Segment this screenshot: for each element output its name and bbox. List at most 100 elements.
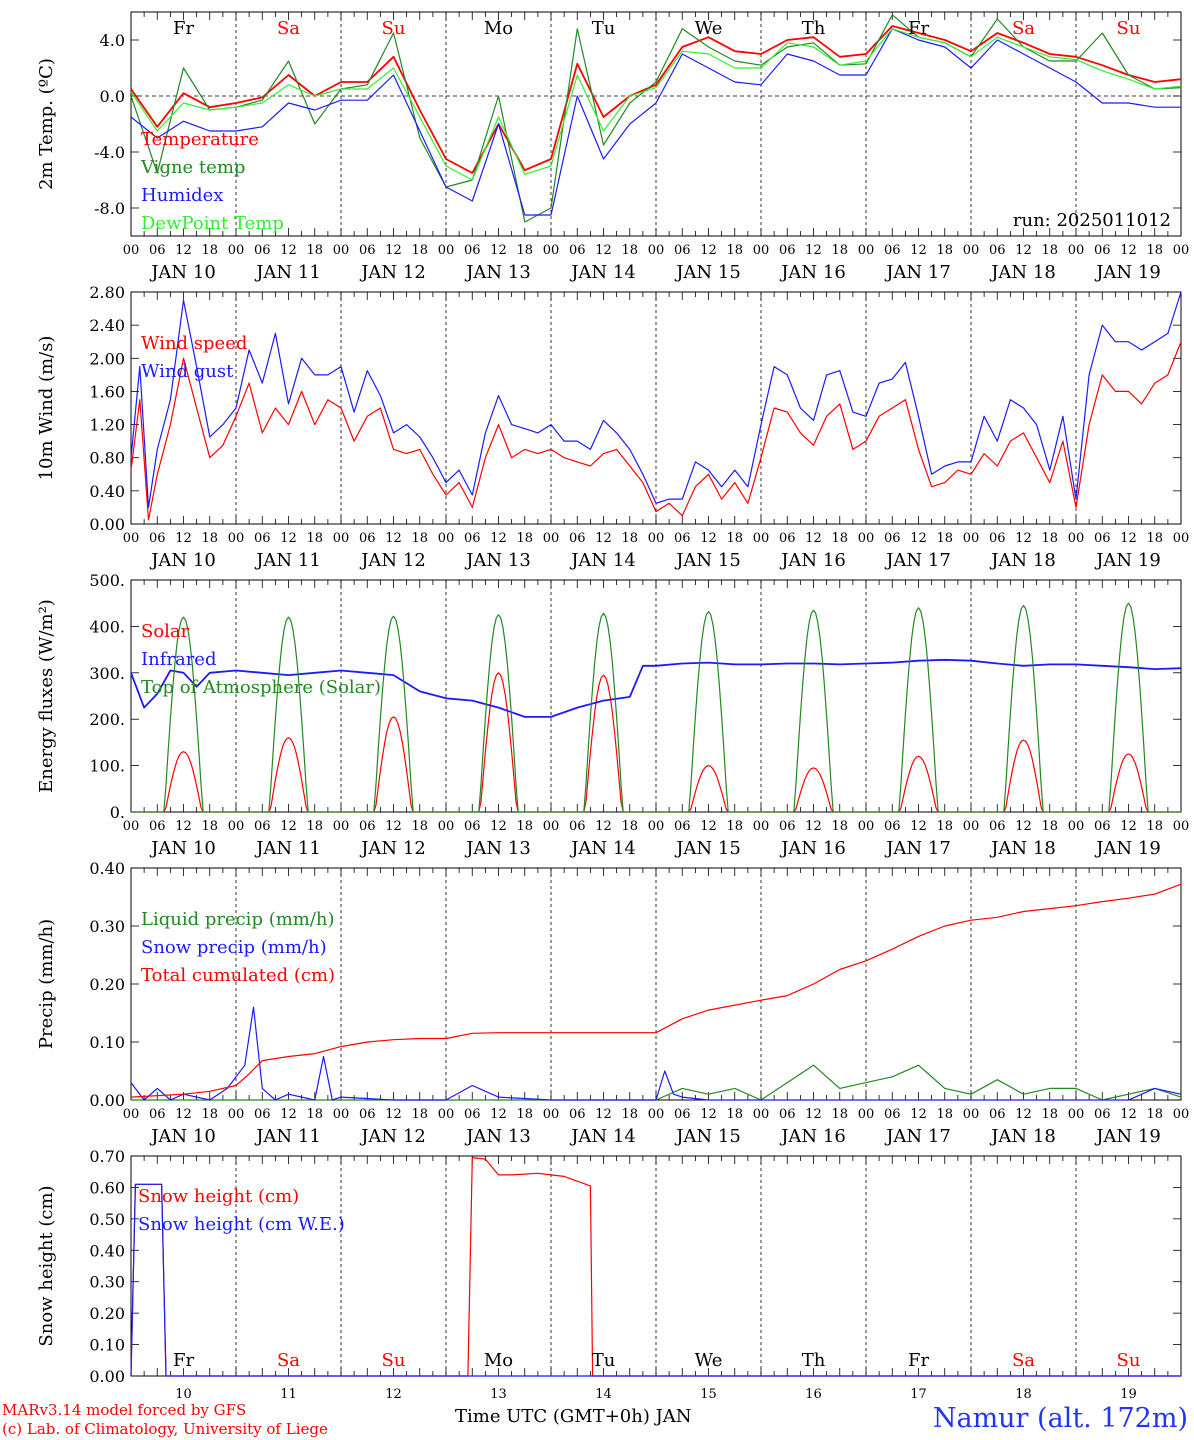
weekday-label: Sa — [277, 1350, 300, 1371]
hour-tick-label: 00 — [1068, 819, 1085, 834]
date-label: JAN 12 — [359, 550, 426, 571]
date-label: JAN 13 — [464, 838, 531, 859]
day-number-label: 11 — [280, 1387, 297, 1402]
hour-tick-label: 12 — [595, 1107, 612, 1122]
hour-tick-label: 18 — [306, 1107, 323, 1122]
hour-tick-label: 00 — [228, 531, 245, 546]
y-tick-label: 300. — [89, 664, 125, 683]
hour-tick-label: 00 — [858, 819, 875, 834]
date-label: JAN 18 — [989, 550, 1056, 571]
y-tick-label: 500. — [89, 571, 125, 590]
hour-tick-label: 06 — [149, 1107, 166, 1122]
hour-tick-label: 12 — [385, 1107, 402, 1122]
y-tick-label: 0.40 — [89, 1241, 125, 1260]
hour-tick-label: 18 — [621, 819, 638, 834]
weekday-label: Su — [1117, 18, 1141, 39]
hour-tick-label: 00 — [543, 819, 560, 834]
hour-tick-label: 00 — [333, 1107, 350, 1122]
weekday-label: Fr — [908, 1350, 929, 1371]
y-tick-label: 2.00 — [89, 349, 125, 368]
date-label: JAN 15 — [674, 550, 741, 571]
hour-tick-label: 18 — [831, 531, 848, 546]
hour-tick-label: 00 — [438, 243, 455, 258]
legend-entry: Humidex — [141, 185, 223, 206]
y-tick-label: 1.20 — [89, 416, 125, 435]
hour-tick-label: 00 — [228, 1107, 245, 1122]
y-tick-label: 2.40 — [89, 316, 125, 335]
hour-tick-label: 06 — [254, 531, 271, 546]
hour-tick-label: 18 — [516, 819, 533, 834]
hour-tick-label: 12 — [1015, 1107, 1032, 1122]
date-label: JAN 14 — [569, 262, 636, 283]
date-label: JAN 11 — [254, 1126, 321, 1147]
hour-tick-label: 18 — [1041, 243, 1058, 258]
hour-tick-label: 18 — [201, 819, 218, 834]
hour-tick-label: 12 — [1015, 819, 1032, 834]
hour-tick-label: 18 — [516, 243, 533, 258]
weekday-label: Fr — [173, 18, 194, 39]
hour-tick-label: 06 — [359, 531, 376, 546]
hour-tick-label: 06 — [149, 531, 166, 546]
legend-entry: Snow height (cm W.E.) — [138, 1214, 345, 1235]
y-tick-label: -8.0 — [94, 199, 125, 218]
hour-tick-label: 06 — [989, 243, 1006, 258]
hour-tick-label: 12 — [1120, 531, 1137, 546]
hour-tick-label: 18 — [1146, 819, 1163, 834]
hour-tick-label: 06 — [1094, 819, 1111, 834]
hour-tick-label: 18 — [306, 531, 323, 546]
hour-tick-label: 18 — [516, 1107, 533, 1122]
hour-tick-label: 06 — [674, 531, 691, 546]
hour-tick-label: 12 — [490, 819, 507, 834]
hour-tick-label: 00 — [1068, 1107, 1085, 1122]
hour-tick-label: 18 — [936, 531, 953, 546]
date-label: JAN 15 — [674, 838, 741, 859]
y-tick-label: 0.00 — [89, 1367, 125, 1386]
weekday-label: Su — [382, 18, 406, 39]
hour-tick-label: 00 — [648, 531, 665, 546]
date-label: JAN 18 — [989, 1126, 1056, 1147]
date-label: JAN 10 — [149, 838, 216, 859]
hour-tick-label: 12 — [595, 531, 612, 546]
y-tick-label: 0.20 — [89, 975, 125, 994]
hour-tick-label: 00 — [543, 531, 560, 546]
hour-tick-label: 12 — [805, 1107, 822, 1122]
hour-tick-label: 12 — [700, 243, 717, 258]
legend-entry: Wind speed — [141, 333, 247, 354]
weekday-label: Mo — [484, 18, 513, 39]
hour-tick-label: 06 — [884, 819, 901, 834]
hour-tick-label: 00 — [228, 243, 245, 258]
weekday-label: Sa — [277, 18, 300, 39]
date-label: JAN 17 — [884, 838, 951, 859]
date-label: JAN 18 — [989, 838, 1056, 859]
hour-tick-label: 06 — [884, 531, 901, 546]
legend-entry: Wind gust — [141, 361, 234, 382]
legend-entry: Top of Atmosphere (Solar) — [141, 677, 381, 698]
day-number-label: 14 — [595, 1387, 612, 1402]
chart-panel-3: 500. 400. 300. 200. 100. 0. Energy fluxes (W/m… — [36, 571, 1189, 859]
hour-tick-label: 00 — [1173, 1107, 1190, 1122]
hour-tick-label: 18 — [621, 1107, 638, 1122]
hour-tick-label: 00 — [753, 531, 770, 546]
day-number-label: 19 — [1120, 1387, 1137, 1402]
date-label: JAN 16 — [779, 550, 846, 571]
hour-tick-label: 06 — [464, 243, 481, 258]
y-tick-label: 200. — [89, 710, 125, 729]
y-axis-label: 2m Temp. (ºC) — [36, 58, 57, 190]
hour-tick-label: 12 — [805, 243, 822, 258]
y-tick-label: 0.10 — [89, 1336, 125, 1355]
legend-entry: Snow height (cm) — [138, 1186, 299, 1207]
hour-tick-label: 00 — [438, 531, 455, 546]
hour-tick-label: 06 — [884, 243, 901, 258]
weekday-label: Th — [802, 1350, 826, 1371]
day-number-label: 16 — [805, 1387, 822, 1402]
series-line-liquid-precip-mm-h- — [131, 1064, 1182, 1101]
hour-tick-label: 06 — [779, 531, 796, 546]
weekday-label: Su — [382, 1350, 406, 1371]
hour-tick-label: 12 — [700, 531, 717, 546]
legend-entry: Vigne temp — [140, 157, 245, 178]
hour-tick-label: 18 — [306, 243, 323, 258]
hour-tick-label: 06 — [149, 243, 166, 258]
weekday-label: Th — [802, 18, 826, 39]
hour-tick-label: 06 — [359, 819, 376, 834]
lab-credit: (c) Lab. of Climatology, University of L… — [2, 1420, 328, 1438]
